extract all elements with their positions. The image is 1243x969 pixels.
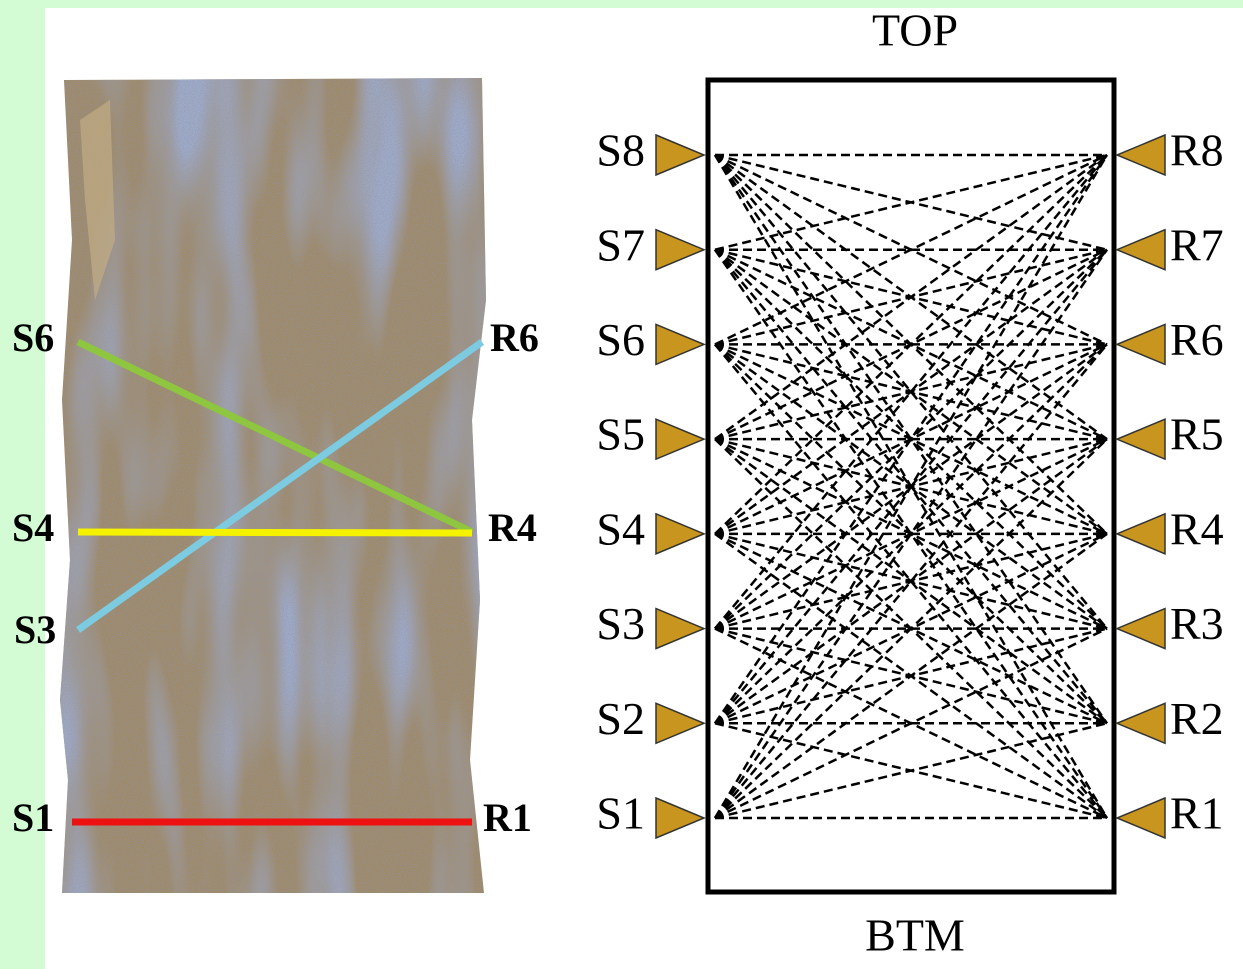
receiver-label: R6 bbox=[1170, 314, 1224, 365]
top-label: TOP bbox=[872, 5, 958, 56]
receiver-label: R7 bbox=[1170, 219, 1224, 270]
core-source-label: S1 bbox=[12, 795, 54, 840]
source-label: S1 bbox=[596, 788, 645, 839]
core-photo bbox=[60, 78, 486, 893]
page: S6 S4 S3 S1 R6 R4 R1 TOP BTM S1 S2 S3 S4 S5 S… bbox=[0, 0, 1243, 969]
receiver-label: R1 bbox=[1170, 788, 1224, 839]
source-label: S7 bbox=[596, 219, 645, 270]
source-label: S3 bbox=[596, 598, 645, 649]
core-receiver-label: R1 bbox=[483, 795, 532, 840]
receiver-label: R4 bbox=[1170, 503, 1224, 554]
source-label: S5 bbox=[596, 409, 645, 460]
core-source-label: S6 bbox=[12, 315, 54, 360]
ray-s4-r4 bbox=[78, 532, 472, 533]
core-source-label: S3 bbox=[14, 607, 56, 652]
source-label: S8 bbox=[596, 125, 645, 176]
receiver-label: R3 bbox=[1170, 598, 1224, 649]
source-label: S4 bbox=[596, 503, 645, 554]
core-receiver-label: R4 bbox=[488, 505, 537, 550]
core-receiver-label: R6 bbox=[490, 315, 539, 360]
source-label: S2 bbox=[596, 693, 645, 744]
bottom-label: BTM bbox=[865, 910, 965, 961]
receiver-label: R8 bbox=[1170, 125, 1224, 176]
figure: S6 S4 S3 S1 R6 R4 R1 TOP BTM S1 S2 S3 S4 S5 S… bbox=[0, 0, 1243, 969]
receiver-label: R2 bbox=[1170, 693, 1224, 744]
source-label: S6 bbox=[596, 314, 645, 365]
core-source-label: S4 bbox=[12, 505, 54, 550]
receiver-label: R5 bbox=[1170, 409, 1224, 460]
